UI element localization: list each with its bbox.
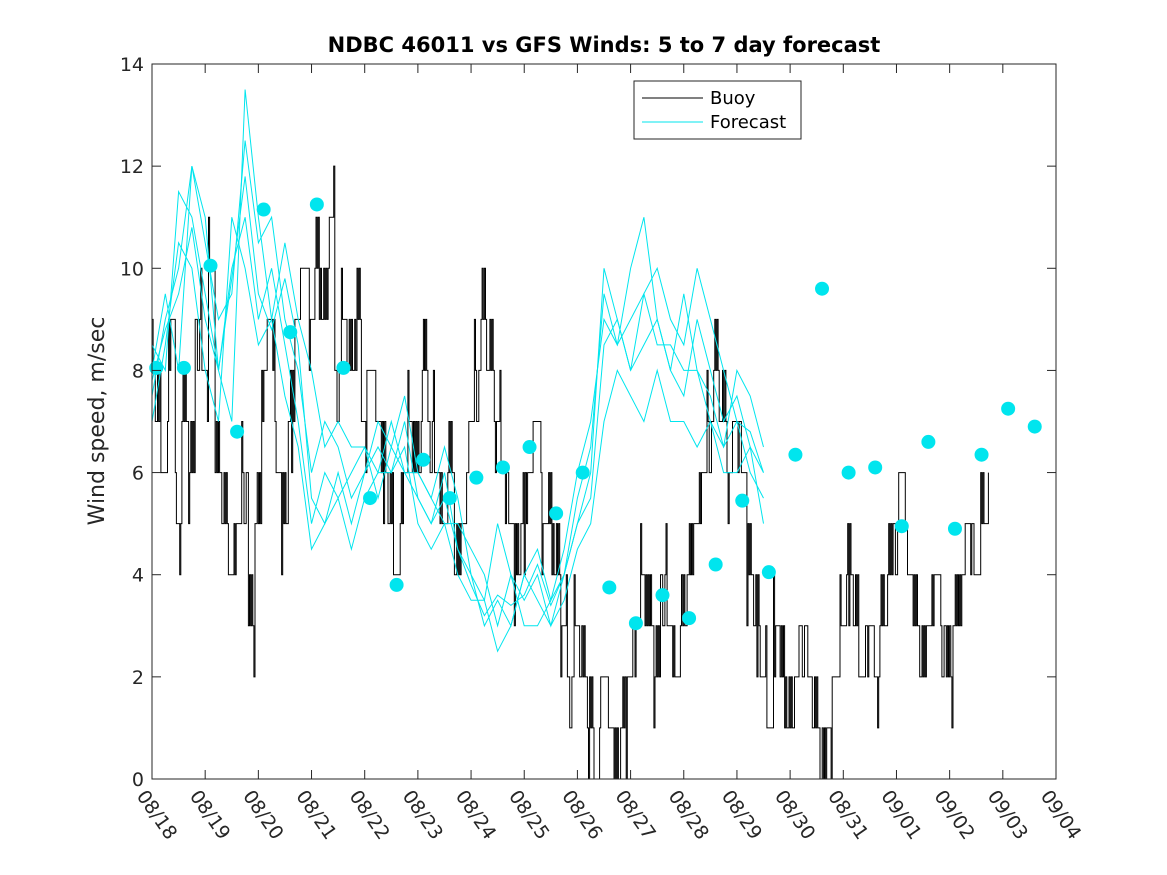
forecast-point	[682, 611, 697, 626]
forecast-point	[336, 360, 351, 375]
forecast-series-line	[151, 176, 764, 617]
forecast-point	[203, 258, 218, 273]
legend: Buoy Forecast	[633, 80, 802, 140]
forecast-point	[363, 491, 378, 506]
y-tick-label: 4	[132, 565, 144, 587]
y-tick-label: 14	[120, 54, 144, 76]
forecast-series-line	[151, 89, 764, 627]
forecast-point	[841, 465, 856, 480]
forecast-point	[974, 447, 989, 462]
forecast-point	[735, 493, 750, 508]
forecast-point	[761, 565, 776, 580]
forecast-point	[947, 521, 962, 536]
points-layer	[149, 197, 1042, 631]
forecast-point	[416, 452, 431, 467]
forecast-point	[149, 360, 164, 375]
y-tick-label: 8	[132, 360, 144, 382]
y-axis-ticks: 0 2 4 6 8 10 12 14	[120, 54, 1056, 791]
chart-title: NDBC 46011 vs GFS Winds: 5 to 7 day fore…	[328, 33, 881, 57]
forecast-series-line	[151, 217, 764, 653]
forecast-point	[708, 557, 723, 572]
forecast-point	[309, 197, 324, 212]
forecast-point	[549, 506, 564, 521]
legend-label-buoy: Buoy	[710, 88, 756, 109]
forecast-point	[469, 470, 484, 485]
forecast-point	[1001, 401, 1016, 416]
y-tick-label: 0	[132, 769, 144, 791]
y-tick-label: 6	[132, 463, 144, 485]
forecast-point	[283, 325, 298, 340]
forecast-point	[389, 577, 404, 592]
forecast-point	[256, 202, 271, 217]
forecast-point	[230, 424, 245, 439]
forecast-point	[522, 440, 537, 455]
series-layer	[151, 89, 989, 780]
buoy-series-line	[152, 165, 989, 780]
forecast-point	[894, 519, 909, 534]
axes-box	[151, 63, 1057, 780]
forecast-point	[495, 460, 510, 475]
y-axis-label: Wind speed, m/sec	[85, 317, 110, 526]
forecast-point	[1027, 419, 1042, 434]
forecast-point	[176, 360, 191, 375]
forecast-point	[602, 580, 617, 595]
forecast-point	[575, 465, 590, 480]
forecast-series-line	[151, 189, 764, 628]
forecast-point	[921, 434, 936, 449]
legend-box	[633, 80, 802, 140]
y-tick-label: 10	[120, 258, 144, 280]
y-tick-label: 2	[132, 667, 144, 689]
y-tick-label: 12	[120, 156, 144, 178]
forecast-point	[815, 281, 830, 296]
forecast-point	[788, 447, 803, 462]
legend-label-forecast: Forecast	[710, 112, 786, 133]
forecast-point	[868, 460, 883, 475]
forecast-point	[442, 491, 457, 506]
forecast-point	[628, 616, 643, 631]
forecast-point	[655, 588, 670, 603]
